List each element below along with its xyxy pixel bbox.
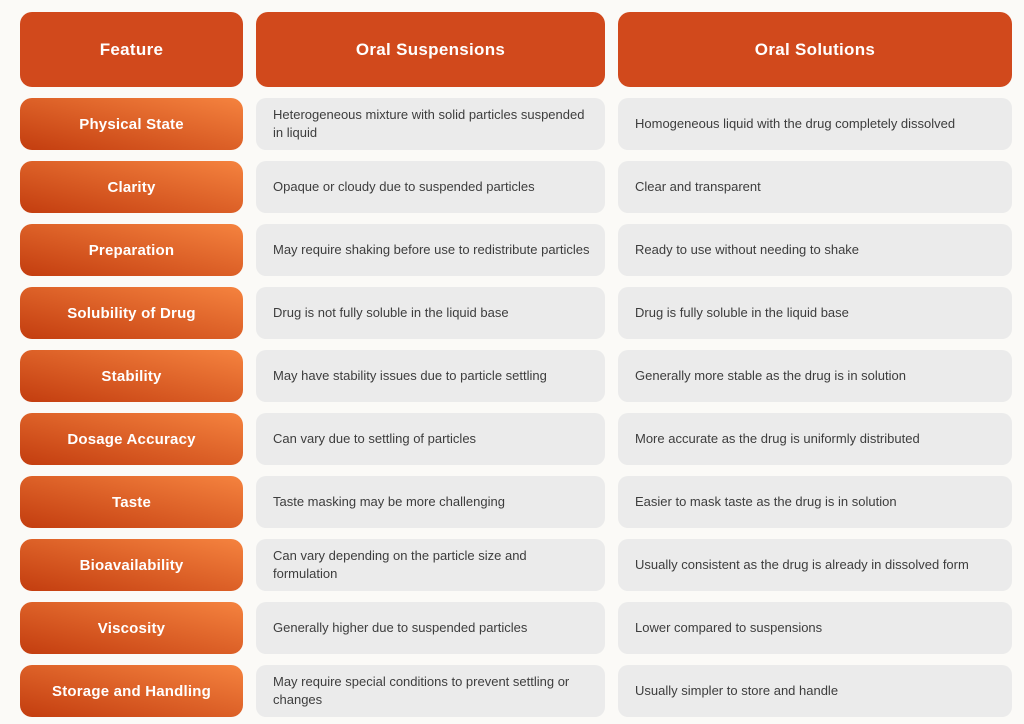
- feature-label-stability: Stability: [20, 350, 243, 402]
- header-feature: Feature: [20, 12, 243, 87]
- suspensions-cell-solubility: Drug is not fully soluble in the liquid …: [256, 287, 605, 339]
- suspensions-cell-physical-state: Heterogeneous mixture with solid particl…: [256, 98, 605, 150]
- suspensions-cell-stability: May have stability issues due to particl…: [256, 350, 605, 402]
- feature-label-viscosity: Viscosity: [20, 602, 243, 654]
- feature-label-clarity: Clarity: [20, 161, 243, 213]
- feature-label-physical-state: Physical State: [20, 98, 243, 150]
- solutions-cell-solubility: Drug is fully soluble in the liquid base: [618, 287, 1012, 339]
- solutions-cell-preparation: Ready to use without needing to shake: [618, 224, 1012, 276]
- header-oral-solutions: Oral Solutions: [618, 12, 1012, 87]
- suspensions-cell-dosage-accuracy: Can vary due to settling of particles: [256, 413, 605, 465]
- suspensions-cell-viscosity: Generally higher due to suspended partic…: [256, 602, 605, 654]
- suspensions-cell-preparation: May require shaking before use to redist…: [256, 224, 605, 276]
- suspensions-cell-taste: Taste masking may be more challenging: [256, 476, 605, 528]
- suspensions-cell-clarity: Opaque or cloudy due to suspended partic…: [256, 161, 605, 213]
- solutions-cell-bioavailability: Usually consistent as the drug is alread…: [618, 539, 1012, 591]
- solutions-cell-clarity: Clear and transparent: [618, 161, 1012, 213]
- solutions-cell-stability: Generally more stable as the drug is in …: [618, 350, 1012, 402]
- feature-label-storage-handling: Storage and Handling: [20, 665, 243, 717]
- feature-label-dosage-accuracy: Dosage Accuracy: [20, 413, 243, 465]
- feature-label-preparation: Preparation: [20, 224, 243, 276]
- feature-label-solubility: Solubility of Drug: [20, 287, 243, 339]
- solutions-cell-storage-handling: Usually simpler to store and handle: [618, 665, 1012, 717]
- solutions-cell-taste: Easier to mask taste as the drug is in s…: [618, 476, 1012, 528]
- suspensions-cell-storage-handling: May require special conditions to preven…: [256, 665, 605, 717]
- header-oral-suspensions: Oral Suspensions: [256, 12, 605, 87]
- feature-label-taste: Taste: [20, 476, 243, 528]
- solutions-cell-physical-state: Homogeneous liquid with the drug complet…: [618, 98, 1012, 150]
- solutions-cell-dosage-accuracy: More accurate as the drug is uniformly d…: [618, 413, 1012, 465]
- solutions-cell-viscosity: Lower compared to suspensions: [618, 602, 1012, 654]
- feature-label-bioavailability: Bioavailability: [20, 539, 243, 591]
- suspensions-cell-bioavailability: Can vary depending on the particle size …: [256, 539, 605, 591]
